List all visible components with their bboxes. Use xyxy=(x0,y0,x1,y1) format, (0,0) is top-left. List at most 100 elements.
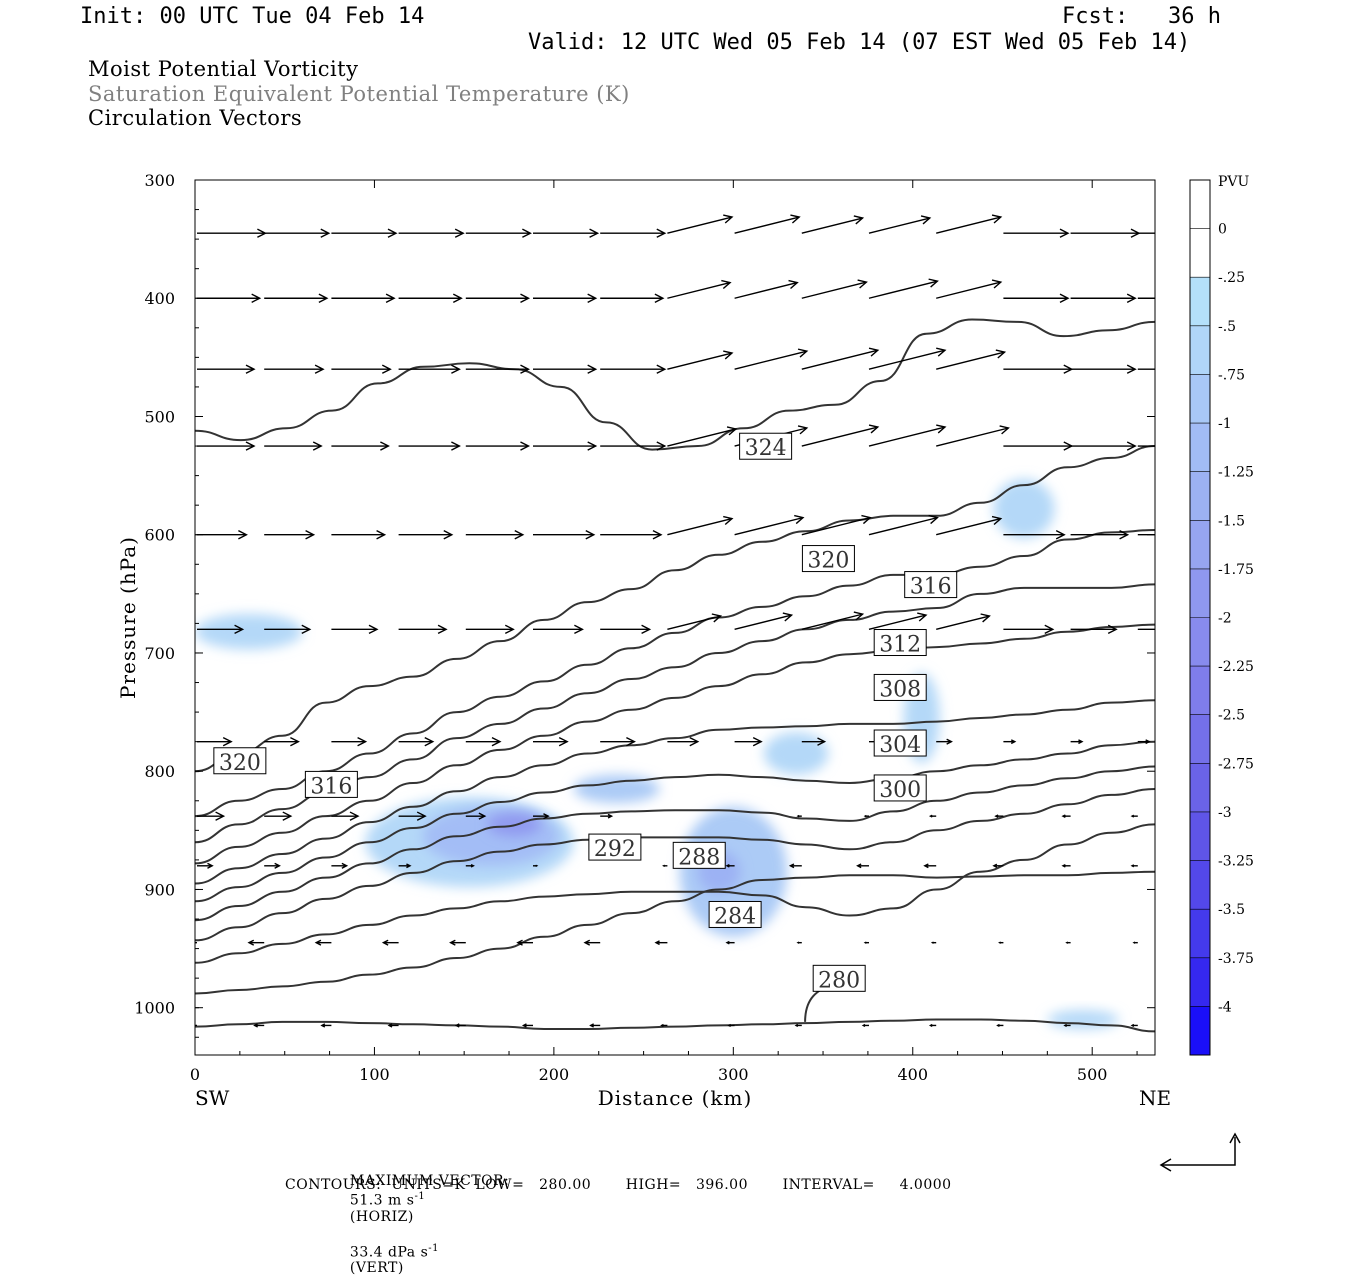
vector-arrow xyxy=(801,347,880,370)
vector-head xyxy=(711,613,723,623)
vector-arrow xyxy=(398,228,465,238)
contour-label: 316 xyxy=(904,571,958,600)
vector-shaft xyxy=(801,613,863,631)
sw-label: SW xyxy=(195,1086,230,1110)
field-title-vectors: Circulation Vectors xyxy=(88,106,303,130)
vector-arrow xyxy=(801,611,865,631)
vector-shaft xyxy=(667,428,736,447)
mpv-area xyxy=(763,732,829,775)
colorbar-swatch xyxy=(1190,1006,1210,1056)
vector-head xyxy=(587,364,598,374)
vector-head xyxy=(995,349,1007,359)
vector-shaft xyxy=(868,217,930,234)
vector-arrow xyxy=(1137,232,1155,234)
vector-head xyxy=(516,939,523,946)
field-title-mpv: Moist Potential Vorticity xyxy=(88,57,359,81)
vector-head xyxy=(1044,624,1055,635)
colorbar-level-label: 0 xyxy=(1218,222,1227,238)
vector-arrow xyxy=(449,939,466,946)
vector-head xyxy=(222,736,233,747)
contour-label-box xyxy=(873,673,927,701)
vector-shaft xyxy=(734,216,800,234)
contour-label: 280 xyxy=(812,964,866,993)
forecast-hour: Fcst: 36 h xyxy=(1062,4,1221,29)
vector-head xyxy=(662,864,666,868)
vector-arrow xyxy=(928,1023,937,1027)
vector-arrow xyxy=(1063,1023,1071,1027)
vector-head xyxy=(920,215,932,225)
vector-head xyxy=(1145,739,1151,745)
vector-arrow xyxy=(600,364,667,374)
contour-label: 320 xyxy=(801,545,855,574)
contour-label-text: 324 xyxy=(745,436,787,461)
vector-arrow xyxy=(264,530,316,540)
vector-arrow xyxy=(533,736,569,747)
vector-head xyxy=(520,441,531,451)
contour-label-text: 308 xyxy=(879,677,921,702)
contour-label: 304 xyxy=(873,729,927,758)
vector-head xyxy=(1132,941,1136,944)
vector-head xyxy=(652,530,663,540)
vector-arrow xyxy=(583,939,601,946)
contour-label-text: 280 xyxy=(818,968,860,993)
vector-arrow xyxy=(465,736,502,747)
vector-arrow xyxy=(1137,628,1155,631)
max-vector-label: MAXIMUM VECTOR: xyxy=(349,1173,510,1189)
vector-head xyxy=(797,348,809,358)
contour-line xyxy=(195,870,1155,995)
vector-arrow xyxy=(533,364,598,374)
vector-head xyxy=(928,1023,933,1027)
contour-label: 320 xyxy=(213,747,267,776)
vector-head xyxy=(312,441,323,451)
vector-head xyxy=(387,1023,393,1028)
vector-head xyxy=(574,624,584,635)
contour-label-box xyxy=(873,629,927,657)
vector-arrow xyxy=(1070,739,1084,745)
vector-head xyxy=(1130,864,1135,868)
vector-head xyxy=(522,228,532,238)
vector-arrow xyxy=(600,813,614,819)
colorbar-swatch xyxy=(1190,568,1210,618)
vector-head xyxy=(991,515,1003,526)
vector-arrow xyxy=(662,864,668,868)
vector-arrow xyxy=(465,293,531,303)
x-tick-label: 0 xyxy=(190,1065,200,1084)
vector-arrow xyxy=(387,1023,399,1028)
vector-arrow xyxy=(465,863,475,868)
x-tick-label: 200 xyxy=(539,1065,570,1084)
vector-head xyxy=(253,1023,258,1028)
vector-head xyxy=(1010,739,1017,745)
vector-arrow xyxy=(600,228,667,238)
contour-line xyxy=(195,529,1155,818)
vector-arrow xyxy=(1130,864,1138,868)
vector-head xyxy=(817,737,827,746)
contour-label-text: 288 xyxy=(678,845,720,870)
colorbar-swatch xyxy=(1190,811,1210,862)
contour-label-text: 304 xyxy=(879,733,921,758)
vector-head xyxy=(788,279,799,290)
vector-head xyxy=(994,814,999,818)
vector-shaft xyxy=(936,615,990,631)
vector-arrow xyxy=(801,737,827,746)
contour-line xyxy=(195,318,1155,451)
vector-arrow xyxy=(734,214,801,234)
vector-head xyxy=(1107,624,1118,635)
vector-arrow xyxy=(667,613,723,631)
vector-arrow xyxy=(314,939,332,946)
vector-head xyxy=(797,425,809,435)
vector-head xyxy=(587,441,598,451)
vector-head xyxy=(726,426,738,436)
vector-head xyxy=(349,811,360,821)
vector-arrow xyxy=(398,811,427,821)
contour-line xyxy=(195,445,1155,773)
vector-arrow xyxy=(794,1023,802,1027)
theta-es-contours xyxy=(195,318,1155,1033)
vector-arrow xyxy=(264,811,293,821)
vector-arrow xyxy=(197,364,256,374)
contour-label-box xyxy=(588,833,642,861)
vector-arrow xyxy=(398,364,461,374)
vector-arrow xyxy=(660,1023,668,1027)
vector-arrow xyxy=(264,862,281,869)
vector-head xyxy=(452,293,463,303)
colorbar-level-label: -2.25 xyxy=(1218,659,1254,675)
